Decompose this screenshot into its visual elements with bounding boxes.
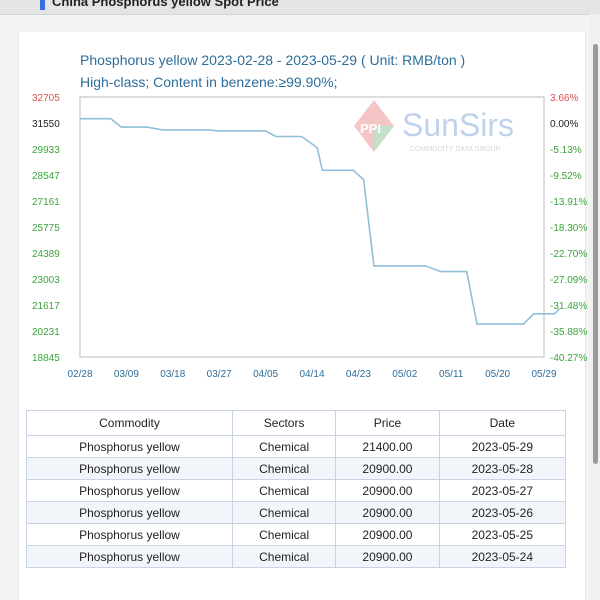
y-tick-label-right: -13.91% xyxy=(550,197,587,208)
cell-commodity: Phosphorus yellow xyxy=(26,457,233,480)
x-tick-label: 05/29 xyxy=(531,369,556,380)
table-row: Phosphorus yellow Chemical 20900.00 2023-05… xyxy=(26,545,567,568)
chart-subtitle: High-class; Content in benzene:≥99.90%; xyxy=(80,74,338,90)
cell-date: 2023-05-26 xyxy=(438,501,567,524)
x-tick-label: 04/23 xyxy=(346,369,371,380)
x-tick-label: 04/05 xyxy=(253,369,278,380)
column-header: Price xyxy=(335,410,440,436)
logo-wordmark: SunSirs xyxy=(402,107,514,143)
cell-price: 20900.00 xyxy=(335,501,440,524)
y-tick-label-right: -9.52% xyxy=(550,171,582,182)
logo-badge: PPI xyxy=(360,121,381,136)
page-title: China Phosphorus yellow Spot Price xyxy=(52,0,279,9)
y-tick-label-right: -35.88% xyxy=(550,327,587,338)
cell-date: 2023-05-25 xyxy=(438,523,567,546)
header-accent-bar xyxy=(40,0,45,10)
cell-commodity: Phosphorus yellow xyxy=(26,435,233,458)
table-row: Phosphorus yellow Chemical 21400.00 2023-05… xyxy=(26,435,567,458)
y-tick-label-left: 32705 xyxy=(32,93,60,104)
y-tick-label-left: 23003 xyxy=(32,275,60,286)
x-tick-label: 02/28 xyxy=(67,369,92,380)
cell-sector: Chemical xyxy=(231,479,337,502)
cell-commodity: Phosphorus yellow xyxy=(26,479,233,502)
cell-date: 2023-05-27 xyxy=(438,479,567,502)
cell-commodity: Phosphorus yellow xyxy=(26,523,233,546)
cell-date: 2023-05-29 xyxy=(438,435,567,458)
page-header: China Phosphorus yellow Spot Price xyxy=(0,0,600,15)
x-tick-label: 03/18 xyxy=(160,369,185,380)
cell-price: 20900.00 xyxy=(335,545,440,568)
cell-commodity: Phosphorus yellow xyxy=(26,545,233,568)
cell-sector: Chemical xyxy=(231,457,337,480)
column-header: Sectors xyxy=(231,410,337,436)
table-row: Phosphorus yellow Chemical 20900.00 2023-05… xyxy=(26,457,567,480)
cell-sector: Chemical xyxy=(231,501,337,524)
sunsirs-logo: PPI SunSirs COMMODITY DATA GROUP xyxy=(354,100,514,153)
table-row: Phosphorus yellow Chemical 20900.00 2023-05… xyxy=(26,523,567,546)
y-tick-label-right: 0.00% xyxy=(550,119,578,130)
y-tick-label-right: -5.13% xyxy=(550,145,582,156)
series-line xyxy=(80,117,561,325)
logo-tagline: COMMODITY DATA GROUP xyxy=(410,146,501,153)
y-tick-label-left: 29933 xyxy=(32,145,60,156)
scrollbar-thumb[interactable] xyxy=(593,44,598,464)
y-tick-label-right: 3.66% xyxy=(550,93,578,104)
cell-price: 21400.00 xyxy=(335,435,440,458)
cell-price: 20900.00 xyxy=(335,479,440,502)
price-table: Commodity Sectors Price Date Phosphorus … xyxy=(26,410,567,568)
x-tick-label: 05/11 xyxy=(439,369,464,380)
y-tick-label-left: 24389 xyxy=(32,249,60,260)
cell-sector: Chemical xyxy=(231,545,337,568)
logo-diamond-icon xyxy=(354,100,394,152)
table-header-row: Commodity Sectors Price Date xyxy=(26,410,567,436)
y-tick-label-left: 28547 xyxy=(32,171,60,182)
cell-sector: Chemical xyxy=(231,523,337,546)
y-tick-label-left: 31550 xyxy=(32,119,60,130)
x-tick-label: 04/14 xyxy=(299,369,324,380)
y-tick-label-left: 20231 xyxy=(32,327,60,338)
column-header: Date xyxy=(438,410,567,436)
y-tick-label-left: 18845 xyxy=(32,353,60,364)
x-tick-label: 05/02 xyxy=(392,369,417,380)
cell-date: 2023-05-24 xyxy=(438,545,567,568)
y-tick-label-left: 21617 xyxy=(32,301,60,312)
table-row: Phosphorus yellow Chemical 20900.00 2023-05… xyxy=(26,501,567,524)
column-header: Commodity xyxy=(26,410,233,436)
chart-title: Phosphorus yellow 2023-02-28 - 2023-05-2… xyxy=(80,52,466,68)
cell-price: 20900.00 xyxy=(335,523,440,546)
y-tick-label-right: -22.70% xyxy=(550,249,587,260)
y-tick-label-left: 25775 xyxy=(32,223,60,234)
cell-date: 2023-05-28 xyxy=(438,457,567,480)
cell-commodity: Phosphorus yellow xyxy=(26,501,233,524)
x-tick-label: 03/09 xyxy=(114,369,139,380)
y-tick-label-right: -31.48% xyxy=(550,301,587,312)
page-scrollbar[interactable] xyxy=(590,14,600,600)
y-tick-label-left: 27161 xyxy=(32,197,60,208)
cell-price: 20900.00 xyxy=(335,457,440,480)
cell-sector: Chemical xyxy=(231,435,337,458)
y-tick-label-right: -40.27% xyxy=(550,353,587,364)
x-tick-label: 03/27 xyxy=(207,369,232,380)
price-line-chart: 32705 31550 29933 28547 27161 25775 24389 23003… xyxy=(32,93,587,380)
x-tick-label: 05/20 xyxy=(485,369,510,380)
y-tick-label-right: -27.09% xyxy=(550,275,587,286)
plot-frame xyxy=(79,96,545,358)
table-row: Phosphorus yellow Chemical 20900.00 2023-05… xyxy=(26,479,567,502)
y-tick-label-right: -18.30% xyxy=(550,223,587,234)
